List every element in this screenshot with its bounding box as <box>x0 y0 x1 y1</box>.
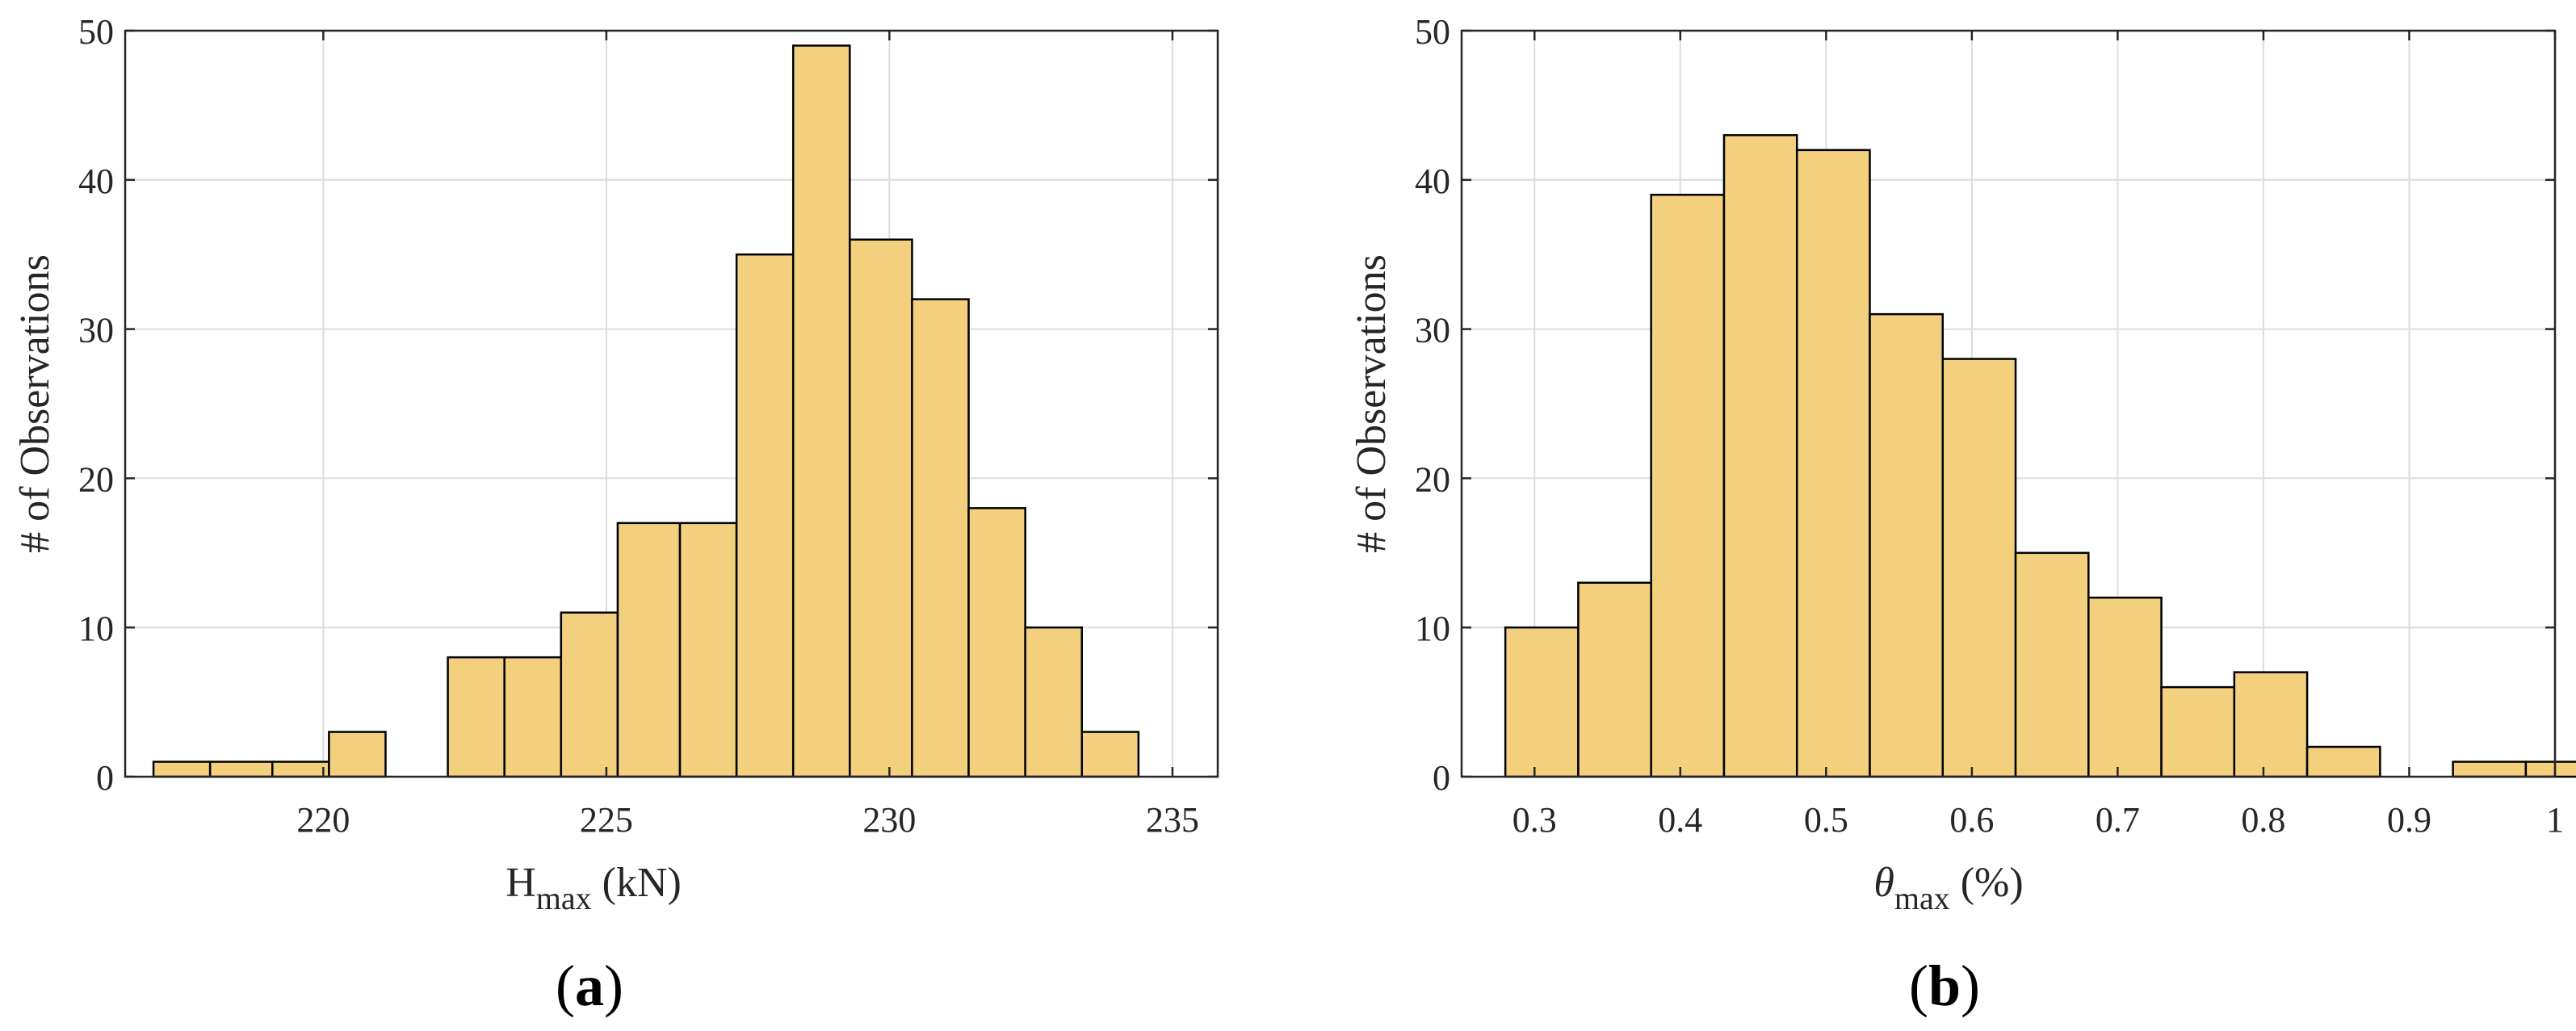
x-axis-label-symbol: H <box>506 860 536 906</box>
plot-frame <box>124 29 1219 778</box>
x-tick-label: 0.3 <box>1512 800 1557 840</box>
panel-label-letter: a <box>575 953 604 1018</box>
histogram-bar <box>1650 194 1726 778</box>
y-tick-label: 10 <box>1415 609 1450 648</box>
y-tick-label: 50 <box>1415 12 1450 52</box>
histogram-bar <box>791 44 851 778</box>
x-tick-label: 0.6 <box>1949 800 1994 840</box>
x-tick-label: 225 <box>580 800 633 840</box>
histogram-bar <box>503 656 563 778</box>
histogram-bar <box>735 253 795 778</box>
y-tick-label: 0 <box>96 758 114 798</box>
x-axis-label: θmax (%) <box>1873 860 2023 916</box>
panel-label-paren: ) <box>1961 953 1980 1018</box>
panel-label-letter: b <box>1928 953 1961 1018</box>
y-tick-label: 40 <box>78 161 114 201</box>
x-tick-label: 0.7 <box>2096 800 2140 840</box>
histogram-bar <box>447 656 506 778</box>
x-tick-label: 220 <box>296 800 350 840</box>
y-tick-label: 20 <box>1415 459 1450 499</box>
histogram-bar <box>616 522 682 778</box>
x-tick-label: 0.9 <box>2387 800 2431 840</box>
panel-label-paren: ( <box>1909 953 1928 1018</box>
panel-label: (b) <box>1909 953 1980 1018</box>
histogram-bar <box>2160 685 2236 778</box>
plot-frame <box>1460 29 2557 778</box>
histogram-bar <box>1869 312 1945 778</box>
x-axis-label: Hmax (kN) <box>506 860 682 916</box>
x-axis-label-symbol: θ <box>1873 860 1894 906</box>
x-tick-label: 230 <box>862 800 916 840</box>
y-tick-label: 30 <box>1415 311 1450 350</box>
y-tick-label: 0 <box>1433 758 1450 798</box>
x-axis-label-unit: (kN) <box>592 860 682 906</box>
y-axis-label: # of Observations <box>1349 254 1395 553</box>
histogram-bar <box>2014 551 2090 778</box>
panel-label: (a) <box>556 953 623 1018</box>
x-axis-label-subscript: max <box>1894 880 1950 916</box>
histogram-panel-a: 220 225 230 235 0 10 20 30 40 50 # of Observations… <box>12 12 1219 1018</box>
histogram-bar <box>1577 581 1652 778</box>
histogram-bar <box>2452 761 2528 778</box>
histogram-bar <box>328 731 387 778</box>
histogram-bar <box>2524 761 2576 778</box>
histogram-bar <box>1722 134 1798 778</box>
x-axis-label-subscript: max <box>536 880 592 916</box>
y-tick-label: 20 <box>78 459 114 499</box>
x-tick-label: 0.8 <box>2241 800 2285 840</box>
panel-label-paren: ( <box>556 953 575 1018</box>
histogram-bar <box>1024 626 1084 778</box>
histogram-bar <box>2305 745 2381 778</box>
histogram-bar <box>1795 149 1871 778</box>
x-tick-label: 0.5 <box>1804 800 1848 840</box>
histogram-bar <box>2087 596 2163 778</box>
histogram-bar <box>208 761 274 778</box>
y-tick-label: 10 <box>78 609 114 648</box>
histogram-bar <box>152 761 212 778</box>
histogram-bar <box>911 298 970 778</box>
y-axis-label: # of Observations <box>12 254 58 553</box>
y-tick-label: 50 <box>78 12 114 52</box>
y-tick-label: 40 <box>1415 161 1450 201</box>
histogram-bar <box>967 507 1026 778</box>
x-axis-label-unit: (%) <box>1950 860 2024 906</box>
histogram-bar <box>271 761 330 778</box>
histogram-bar <box>678 522 738 778</box>
histogram-bar <box>2233 671 2309 778</box>
x-tick-label: 1 <box>2546 800 2564 840</box>
x-tick-label: 0.4 <box>1658 800 1702 840</box>
histogram-bar <box>560 611 619 778</box>
histogram-bar <box>1504 626 1580 778</box>
x-tick-label: 235 <box>1146 800 1199 840</box>
y-tick-label: 30 <box>78 311 114 350</box>
histogram-bar <box>1080 731 1140 778</box>
histogram-bar <box>849 238 913 778</box>
histogram-bar <box>1941 358 2017 778</box>
panel-label-paren: ) <box>604 953 623 1018</box>
